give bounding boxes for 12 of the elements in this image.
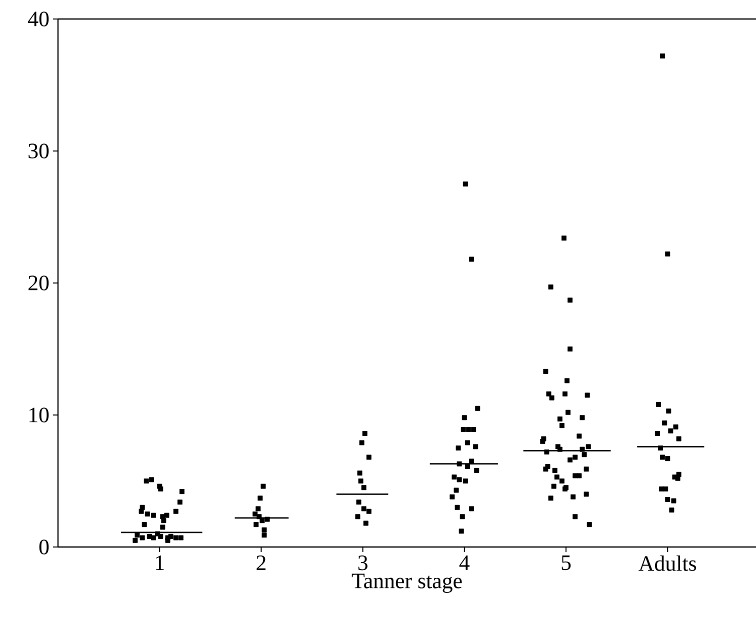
x-tick-label: 1 bbox=[156, 556, 164, 570]
x-axis-title: Tanner stage bbox=[352, 574, 462, 593]
y-tick-label: 0 bbox=[39, 540, 49, 554]
y-tick-label: 20 bbox=[28, 276, 49, 290]
x-tick-label: 3 bbox=[358, 556, 368, 570]
x-tick-label: 2 bbox=[256, 556, 266, 570]
y-tick-label: 40 bbox=[28, 12, 49, 26]
x-tick-label: Adults bbox=[638, 556, 696, 571]
y-tick-label: 10 bbox=[30, 408, 49, 422]
x-tick-label: 4 bbox=[459, 556, 470, 570]
x-tick-label: 5 bbox=[562, 555, 571, 570]
y-tick-label: 30 bbox=[28, 144, 49, 158]
